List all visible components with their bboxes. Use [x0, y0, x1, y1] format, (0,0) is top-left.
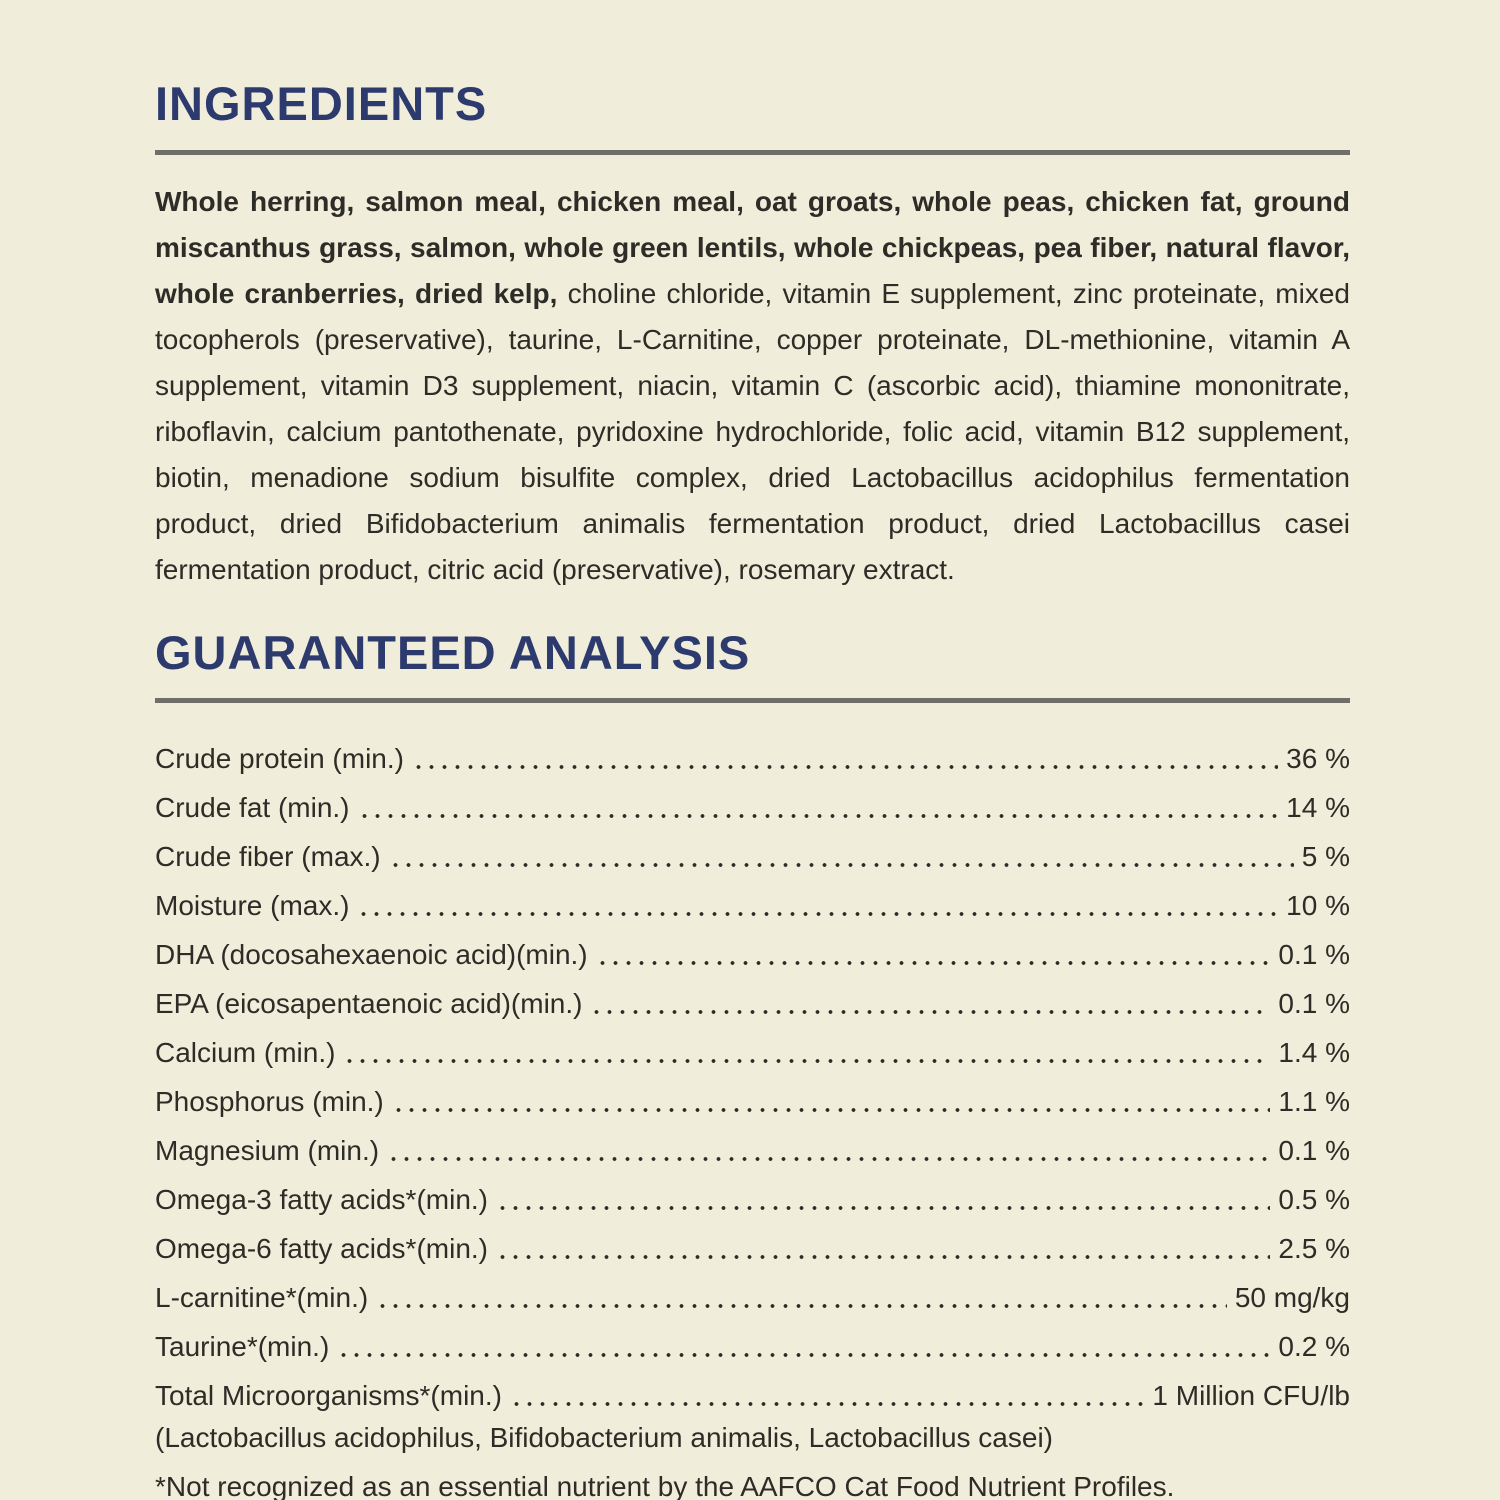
analysis-row: DHA (docosahexaenoic acid)(min.) 0.1 % [155, 923, 1350, 972]
guaranteed-analysis-divider-rule [155, 698, 1350, 704]
ingredients-paragraph: Whole herring, salmon meal, chicken meal… [155, 179, 1350, 593]
analysis-value: 0.2 % [1278, 1331, 1350, 1363]
dot-leader [590, 1008, 1271, 1017]
analysis-row: Total Microorganisms*(min.) 1 Million CF… [155, 1364, 1350, 1413]
dot-leader [595, 959, 1271, 968]
ingredients-section-title: INGREDIENTS [155, 77, 488, 130]
dot-leader [357, 812, 1279, 821]
dot-leader [388, 861, 1294, 870]
analysis-nutrient-label: Omega-3 fatty acids*(min.) [155, 1184, 488, 1216]
dot-leader [337, 1351, 1271, 1360]
analysis-row: Omega-6 fatty acids*(min.) 2.5 % [155, 1217, 1350, 1266]
ingredients-secondary-list: choline chloride, vitamin E supplement, … [155, 277, 1351, 585]
analysis-value: 0.1 % [1278, 988, 1350, 1020]
analysis-value: 50 mg/kg [1234, 1282, 1350, 1314]
guaranteed-analysis-table: Crude protein (min.) 36 % Crude fat (min… [155, 727, 1350, 1413]
dot-leader [496, 1204, 1271, 1213]
analysis-row: Magnesium (min.) 0.1 % [155, 1119, 1350, 1168]
analysis-value: 0.1 % [1278, 939, 1350, 971]
analysis-row: Calcium (min.) 1.4 % [155, 1021, 1350, 1070]
analysis-value: 36 % [1286, 743, 1350, 775]
analysis-nutrient-label: Magnesium (min.) [155, 1135, 380, 1167]
ingredients-divider-rule [155, 149, 1350, 155]
dot-leader [376, 1302, 1227, 1311]
analysis-value: 14 % [1286, 792, 1350, 824]
ingredients-primary-list: Whole herring, salmon meal, chicken meal… [155, 185, 1350, 309]
dot-leader [357, 910, 1279, 919]
analysis-row: Taurine*(min.) 0.2 % [155, 1315, 1350, 1364]
microorganisms-footnote: (Lactobacillus acidophilus, Bifidobacter… [155, 1422, 1053, 1454]
dot-leader [343, 1057, 1271, 1066]
analysis-value: 0.5 % [1278, 1184, 1350, 1216]
analysis-nutrient-label: Crude fiber (max.) [155, 841, 381, 873]
analysis-nutrient-label: Moisture (max.) [155, 890, 350, 922]
dot-leader [496, 1253, 1271, 1262]
analysis-value: 0.1 % [1278, 1135, 1350, 1167]
analysis-row: Phosphorus (min.) 1.1 % [155, 1070, 1350, 1119]
analysis-value: 10 % [1286, 890, 1350, 922]
analysis-row: Crude fiber (max.) 5 % [155, 825, 1350, 874]
analysis-row: Moisture (max.) 10 % [155, 874, 1350, 923]
analysis-row: EPA (eicosapentaenoic acid)(min.) 0.1 % [155, 972, 1350, 1021]
analysis-nutrient-label: DHA (docosahexaenoic acid)(min.) [155, 939, 588, 971]
analysis-value: 2.5 % [1278, 1233, 1350, 1265]
analysis-nutrient-label: Phosphorus (min.) [155, 1086, 384, 1118]
analysis-nutrient-label: Omega-6 fatty acids*(min.) [155, 1233, 488, 1265]
analysis-value: 5 % [1301, 841, 1350, 873]
analysis-nutrient-label: Taurine*(min.) [155, 1331, 330, 1363]
dot-leader [391, 1106, 1271, 1115]
analysis-nutrient-label: Calcium (min.) [155, 1037, 336, 1069]
analysis-value: 1.1 % [1278, 1086, 1350, 1118]
dot-leader [509, 1400, 1145, 1409]
analysis-value: 1.4 % [1278, 1037, 1350, 1069]
analysis-nutrient-label: Crude fat (min.) [155, 792, 350, 824]
analysis-nutrient-label: Crude protein (min.) [155, 743, 404, 775]
analysis-nutrient-label: Total Microorganisms*(min.) [155, 1380, 502, 1412]
analysis-nutrient-label: EPA (eicosapentaenoic acid)(min.) [155, 988, 583, 1020]
analysis-row: Omega-3 fatty acids*(min.) 0.5 % [155, 1168, 1350, 1217]
analysis-row: L-carnitine*(min.) 50 mg/kg [155, 1266, 1350, 1315]
analysis-value: 1 Million CFU/lb [1152, 1380, 1350, 1412]
analysis-row: Crude fat (min.) 14 % [155, 776, 1350, 825]
dot-leader [387, 1155, 1271, 1164]
analysis-row: Crude protein (min.) 36 % [155, 727, 1350, 776]
analysis-nutrient-label: L-carnitine*(min.) [155, 1282, 369, 1314]
guaranteed-analysis-section-title: GUARANTEED ANALYSIS [155, 625, 751, 679]
dot-leader [411, 763, 1279, 772]
aafco-footnote: *Not recognized as an essential nutrient… [155, 1471, 1175, 1500]
